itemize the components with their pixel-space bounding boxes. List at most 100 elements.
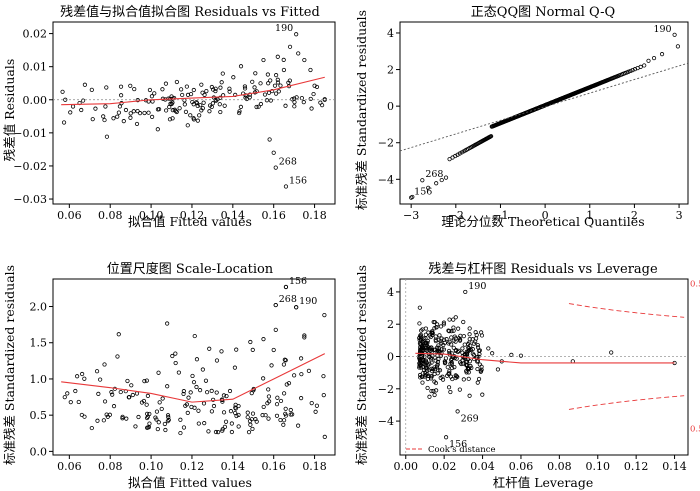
x-axis-label: 杠杆值 Leverage	[493, 475, 593, 490]
data-point	[102, 117, 107, 123]
data-point	[128, 115, 133, 120]
data-point	[101, 114, 106, 119]
data-point	[160, 87, 165, 92]
data-point	[210, 101, 216, 106]
data-point	[298, 356, 304, 361]
data-point	[211, 397, 216, 402]
data-point	[120, 414, 125, 419]
data-point	[446, 348, 452, 354]
data-point	[118, 389, 123, 395]
data-point	[181, 389, 186, 394]
data-point	[313, 409, 318, 414]
data-point	[120, 416, 125, 421]
data-point	[221, 410, 227, 415]
point-label: 190	[299, 296, 317, 307]
point-label: 190	[653, 24, 671, 35]
data-point	[431, 388, 436, 394]
data-point	[238, 64, 244, 69]
data-point	[462, 342, 467, 347]
data-point	[229, 429, 234, 435]
data-point	[292, 104, 297, 109]
data-point	[275, 77, 280, 82]
data-point	[441, 347, 447, 352]
data-point	[461, 319, 466, 325]
data-point	[178, 417, 183, 422]
data-point	[256, 104, 261, 109]
x-axis-label: 拟合值 Fitted values	[128, 214, 252, 229]
data-point	[147, 87, 153, 93]
x-tick-label: 0.06	[57, 460, 82, 473]
data-point	[220, 71, 225, 76]
data-point	[419, 374, 424, 379]
data-point	[194, 100, 199, 105]
data-point	[477, 352, 482, 357]
data-point	[672, 32, 677, 37]
data-point	[261, 337, 266, 342]
data-point	[159, 406, 164, 412]
x-tick-label: 2	[631, 209, 638, 222]
data-point	[417, 305, 422, 310]
data-point	[207, 109, 212, 114]
data-point	[245, 415, 250, 420]
data-point	[434, 181, 439, 186]
data-point	[144, 425, 150, 430]
data-point	[467, 359, 473, 364]
data-point	[429, 366, 434, 371]
data-point	[248, 339, 253, 345]
data-point	[170, 116, 175, 121]
data-point	[222, 103, 227, 108]
data-point	[145, 393, 150, 399]
chart-title: 残差值与拟合值拟合图 Residuals vs Fitted	[60, 4, 320, 20]
data-point	[486, 346, 491, 351]
data-point	[134, 121, 140, 127]
data-point	[274, 73, 279, 78]
legend-label: Cook's distance	[428, 445, 496, 455]
data-point	[118, 84, 124, 89]
data-point	[273, 327, 278, 332]
point-label: 156	[414, 187, 432, 198]
x-tick-label: −2	[448, 209, 464, 222]
data-point	[236, 412, 241, 418]
data-point	[178, 430, 183, 436]
data-point	[426, 367, 431, 372]
data-point	[449, 361, 454, 366]
data-point	[266, 394, 272, 399]
data-point	[209, 409, 214, 414]
data-point	[222, 424, 228, 429]
data-point	[135, 98, 140, 103]
data-point	[309, 106, 314, 111]
chart-title: 正态QQ图 Normal Q-Q	[471, 5, 615, 20]
x-tick-label: 1	[586, 209, 593, 222]
data-point	[440, 347, 445, 352]
data-point	[273, 302, 278, 308]
data-point	[117, 104, 123, 109]
data-point	[261, 57, 266, 63]
data-point	[424, 360, 429, 365]
y-tick-label: 4	[387, 27, 394, 40]
data-point	[136, 414, 141, 420]
data-point	[286, 381, 292, 386]
data-point	[216, 429, 221, 435]
data-point	[244, 96, 249, 102]
data-point	[174, 79, 179, 85]
x-tick-label: 0.08	[547, 460, 572, 473]
data-point	[163, 108, 169, 113]
data-point	[68, 400, 73, 405]
data-point	[448, 389, 453, 395]
x-tick-label: 0.14	[662, 460, 687, 473]
y-axis-label: 标准残差 Standardized residuals	[354, 265, 369, 465]
data-point	[287, 78, 292, 83]
data-point	[420, 178, 425, 183]
data-point	[194, 384, 199, 390]
data-point	[250, 347, 255, 352]
y-tick-label: 0.02	[23, 28, 48, 41]
data-point	[195, 103, 200, 108]
data-point	[489, 134, 494, 139]
data-point	[217, 102, 222, 107]
data-point	[443, 175, 449, 180]
data-point	[321, 374, 326, 379]
data-point	[173, 360, 178, 366]
data-point	[455, 152, 460, 157]
data-point	[156, 420, 161, 425]
